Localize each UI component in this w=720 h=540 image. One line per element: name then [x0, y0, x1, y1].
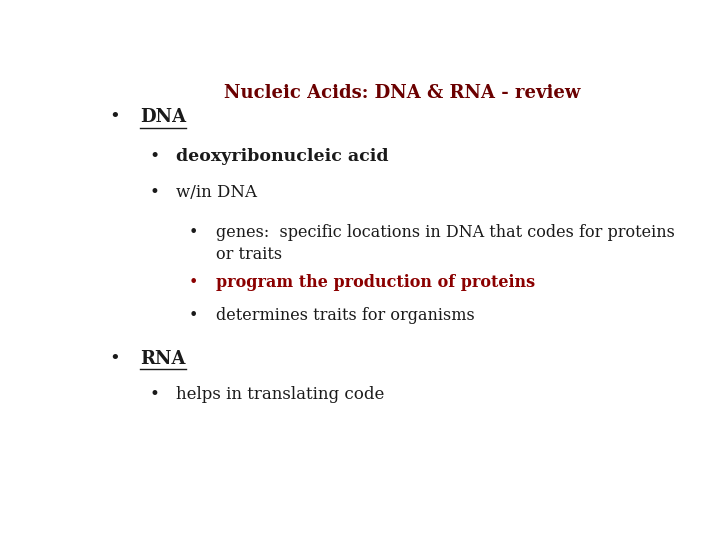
Text: w/in DNA: w/in DNA: [176, 184, 258, 201]
Text: •: •: [149, 148, 159, 165]
Text: •: •: [189, 274, 198, 291]
Text: •: •: [149, 386, 159, 403]
Text: •: •: [189, 307, 198, 324]
Text: DNA: DNA: [140, 109, 186, 126]
Text: •: •: [149, 184, 159, 201]
Text: program the production of proteins: program the production of proteins: [215, 274, 535, 291]
Text: RNA: RNA: [140, 349, 186, 368]
Text: •: •: [109, 349, 120, 368]
Text: •: •: [189, 224, 198, 241]
Text: determines traits for organisms: determines traits for organisms: [215, 307, 474, 324]
Text: genes:  specific locations in DNA that codes for proteins
or traits: genes: specific locations in DNA that co…: [215, 224, 675, 263]
Text: Nucleic Acids: DNA & RNA - review: Nucleic Acids: DNA & RNA - review: [225, 84, 580, 102]
Text: •: •: [109, 109, 120, 126]
Text: deoxyribonucleic acid: deoxyribonucleic acid: [176, 148, 389, 165]
Text: helps in translating code: helps in translating code: [176, 386, 385, 403]
